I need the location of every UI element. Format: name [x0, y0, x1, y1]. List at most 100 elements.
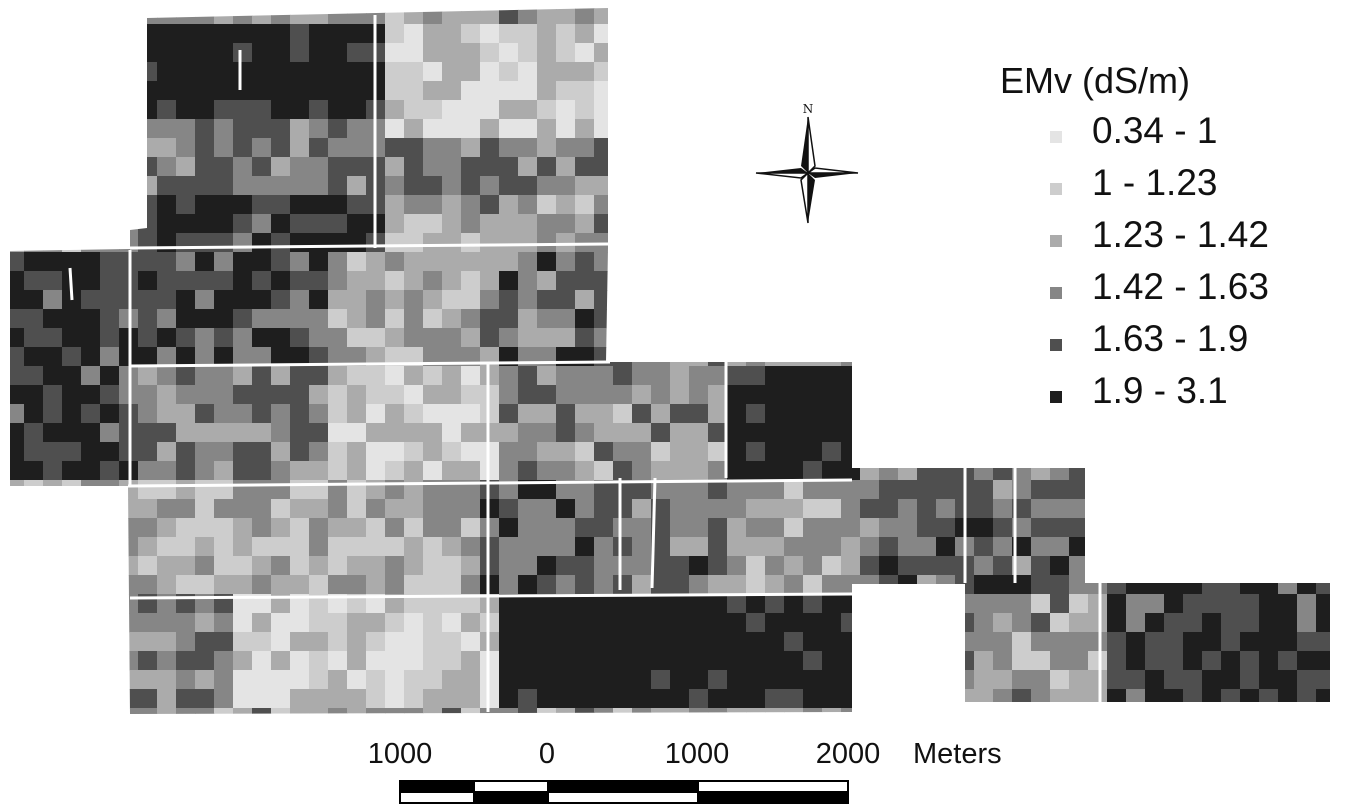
- raster-cell: [480, 404, 500, 424]
- raster-cell: [879, 613, 899, 633]
- raster-cell: [1259, 195, 1279, 215]
- raster-cell: [252, 556, 272, 576]
- raster-cell: [537, 632, 557, 652]
- raster-cell: [81, 271, 101, 291]
- raster-cell: [347, 613, 367, 633]
- raster-cell: [366, 252, 386, 272]
- legend-swatch: [1050, 287, 1062, 299]
- raster-cell: [955, 62, 975, 82]
- raster-cell: [1316, 480, 1330, 500]
- raster-cell: [347, 537, 367, 557]
- raster-cell: [385, 271, 405, 291]
- raster-cell: [575, 632, 595, 652]
- raster-cell: [423, 271, 443, 291]
- raster-cell: [328, 461, 348, 481]
- raster-cell: [1297, 119, 1317, 139]
- raster-cell: [974, 366, 994, 386]
- raster-cell: [1012, 651, 1032, 671]
- raster-cell: [271, 347, 291, 367]
- raster-cell: [347, 670, 367, 690]
- raster-cell: [1126, 518, 1146, 538]
- raster-cell: [271, 290, 291, 310]
- raster-cell: [670, 176, 690, 196]
- raster-cell: [651, 157, 671, 177]
- raster-cell: [575, 708, 595, 714]
- raster-cell: [1240, 442, 1260, 462]
- raster-cell: [632, 632, 652, 652]
- raster-cell: [157, 461, 177, 481]
- raster-cell: [290, 24, 310, 44]
- raster-cell: [765, 537, 785, 557]
- raster-cell: [1183, 480, 1203, 500]
- raster-cell: [613, 537, 633, 557]
- raster-cell: [24, 385, 44, 405]
- raster-cell: [1278, 195, 1298, 215]
- raster-cell: [366, 423, 386, 443]
- raster-cell: [499, 290, 519, 310]
- raster-cell: [575, 499, 595, 519]
- raster-cell: [632, 385, 652, 405]
- raster-cell: [1316, 632, 1330, 652]
- raster-cell: [233, 309, 253, 329]
- raster-cell: [24, 24, 44, 44]
- raster-cell: [214, 442, 234, 462]
- raster-cell: [917, 8, 937, 25]
- raster-cell: [594, 195, 614, 215]
- raster-cell: [1259, 689, 1279, 709]
- raster-cell: [1031, 8, 1051, 25]
- raster-cell: [1221, 537, 1241, 557]
- raster-cell: [404, 461, 424, 481]
- raster-cell: [670, 537, 690, 557]
- raster-cell: [1221, 594, 1241, 614]
- raster-cell: [594, 252, 614, 272]
- raster-cell: [43, 347, 63, 367]
- raster-cell: [1012, 100, 1032, 120]
- raster-cell: [1221, 651, 1241, 671]
- raster-cell: [651, 404, 671, 424]
- raster-cell: [917, 518, 937, 538]
- raster-cell: [936, 537, 956, 557]
- raster-cell: [537, 499, 557, 519]
- raster-cell: [613, 556, 633, 576]
- raster-cell: [936, 309, 956, 329]
- raster-cell: [43, 138, 63, 158]
- raster-cell: [1183, 556, 1203, 576]
- raster-cell: [955, 385, 975, 405]
- raster-cell: [214, 708, 234, 714]
- raster-cell: [518, 613, 538, 633]
- raster-cell: [1335, 176, 1355, 196]
- raster-cell: [24, 214, 44, 234]
- raster-cell: [499, 366, 519, 386]
- raster-cell: [157, 309, 177, 329]
- raster-cell: [860, 176, 880, 196]
- raster-cell: [841, 138, 861, 158]
- raster-cell: [157, 81, 177, 101]
- raster-cell: [689, 575, 709, 595]
- raster-cell: [195, 24, 215, 44]
- raster-cell: [879, 214, 899, 234]
- raster-cell: [309, 385, 329, 405]
- raster-cell: [860, 499, 880, 519]
- raster-cell: [746, 632, 766, 652]
- raster-cell: [974, 138, 994, 158]
- raster-cell: [252, 157, 272, 177]
- raster-cell: [1164, 575, 1184, 595]
- raster-cell: [518, 480, 538, 500]
- raster-cell: [385, 119, 405, 139]
- raster-cell: [138, 461, 158, 481]
- raster-cell: [841, 214, 861, 234]
- raster-cell: [1145, 461, 1165, 481]
- raster-cell: [841, 613, 861, 633]
- raster-cell: [955, 651, 975, 671]
- raster-cell: [955, 271, 975, 291]
- raster-cell: [1278, 157, 1298, 177]
- raster-cell: [917, 214, 937, 234]
- raster-cell: [1221, 195, 1241, 215]
- raster-cell: [1145, 708, 1165, 714]
- raster-cell: [423, 423, 443, 443]
- raster-cell: [651, 461, 671, 481]
- raster-cell: [651, 442, 671, 462]
- raster-cell: [784, 670, 804, 690]
- raster-cell: [195, 423, 215, 443]
- raster-cell: [233, 119, 253, 139]
